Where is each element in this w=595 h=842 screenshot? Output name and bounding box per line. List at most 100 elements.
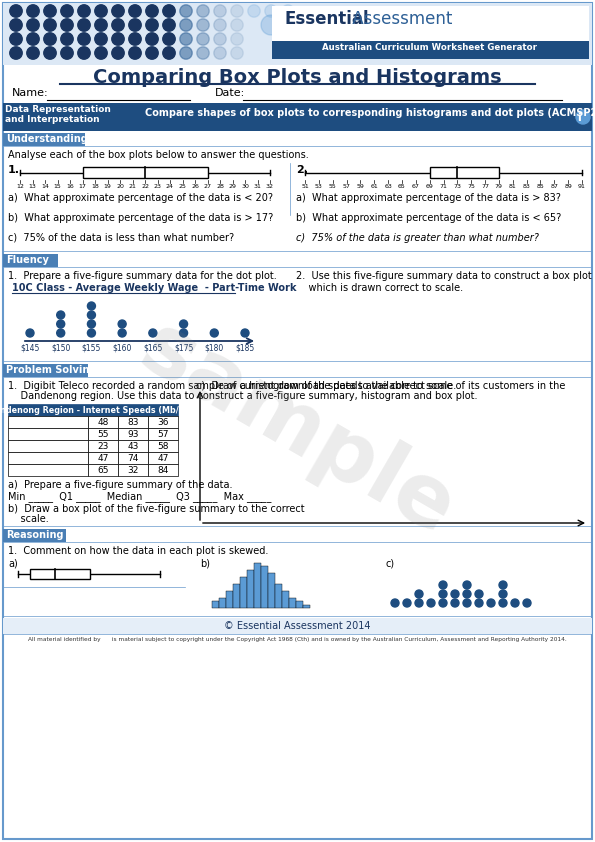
Text: $175: $175: [174, 344, 193, 353]
Circle shape: [231, 5, 243, 17]
Bar: [3, 618, 592, 634]
Text: 61: 61: [370, 184, 378, 189]
Circle shape: [241, 329, 249, 337]
Circle shape: [180, 19, 192, 31]
Bar: [272, 6, 589, 42]
Text: scale.: scale.: [8, 514, 49, 524]
Circle shape: [463, 590, 471, 598]
Circle shape: [61, 47, 73, 59]
Circle shape: [282, 5, 294, 17]
Text: $155: $155: [82, 344, 101, 353]
Text: $150: $150: [51, 344, 70, 353]
Circle shape: [248, 5, 260, 17]
Circle shape: [180, 47, 192, 59]
Circle shape: [27, 33, 39, 45]
Circle shape: [57, 329, 65, 337]
Text: Comparing Box Plots and Histograms: Comparing Box Plots and Histograms: [93, 68, 502, 87]
Text: 28: 28: [216, 184, 224, 189]
Circle shape: [499, 599, 507, 607]
Circle shape: [129, 33, 141, 45]
Circle shape: [95, 5, 107, 17]
Circle shape: [511, 599, 519, 607]
Text: 32: 32: [127, 466, 139, 475]
Circle shape: [163, 19, 175, 31]
Bar: [8, 440, 88, 452]
Circle shape: [214, 5, 226, 17]
Circle shape: [231, 33, 243, 45]
Circle shape: [95, 19, 107, 31]
Circle shape: [26, 329, 34, 337]
Circle shape: [87, 329, 95, 337]
Text: 81: 81: [509, 184, 516, 189]
Text: Reasoning: Reasoning: [6, 530, 64, 540]
Text: sample: sample: [125, 306, 469, 553]
Circle shape: [44, 33, 56, 45]
Bar: [275, 584, 282, 608]
Bar: [430, 167, 499, 178]
Bar: [3, 103, 138, 131]
Circle shape: [231, 47, 243, 59]
Text: 48: 48: [98, 418, 109, 427]
Text: c)  Draw a histogram of the data to the correct scale.: c) Draw a histogram of the data to the c…: [196, 381, 456, 391]
Bar: [118, 440, 148, 452]
Circle shape: [118, 320, 126, 328]
Bar: [3, 133, 85, 146]
Circle shape: [475, 590, 483, 598]
Text: 10C Class - Average Weekly Wage  - Part-Time Work: 10C Class - Average Weekly Wage - Part-T…: [12, 283, 296, 293]
Circle shape: [499, 590, 507, 598]
Text: 23: 23: [98, 442, 109, 451]
Text: 91: 91: [578, 184, 586, 189]
Text: Problem Solving: Problem Solving: [6, 365, 96, 375]
Bar: [148, 464, 178, 476]
Circle shape: [146, 33, 158, 45]
Text: $180: $180: [205, 344, 224, 353]
Text: 1.  Comment on how the data in each plot is skewed.: 1. Comment on how the data in each plot …: [8, 546, 268, 556]
Bar: [8, 404, 178, 416]
Circle shape: [197, 47, 209, 59]
Text: 83: 83: [127, 418, 139, 427]
Bar: [254, 562, 261, 608]
Circle shape: [265, 5, 277, 17]
Text: 57: 57: [343, 184, 350, 189]
Text: Fluency: Fluency: [6, 255, 49, 265]
Bar: [268, 573, 275, 608]
Text: © Essential Assessment 2014: © Essential Assessment 2014: [224, 621, 370, 631]
Bar: [3, 3, 592, 65]
Circle shape: [146, 5, 158, 17]
Text: 15: 15: [54, 184, 61, 189]
Text: Compare shapes of box plots to corresponding histograms and dot plots (ACMSP250): Compare shapes of box plots to correspon…: [145, 108, 595, 118]
Bar: [118, 452, 148, 464]
Bar: [233, 584, 240, 608]
Text: $165: $165: [143, 344, 162, 353]
Circle shape: [112, 47, 124, 59]
Circle shape: [523, 599, 531, 607]
Text: Dandenong region. Use this data to construct a five-figure summary, histogram an: Dandenong region. Use this data to const…: [8, 391, 478, 401]
Bar: [8, 464, 88, 476]
Circle shape: [10, 33, 22, 45]
Circle shape: [180, 33, 192, 45]
Circle shape: [463, 599, 471, 607]
Bar: [272, 41, 589, 59]
Text: 13: 13: [29, 184, 36, 189]
Text: Assessment: Assessment: [347, 10, 452, 28]
Bar: [88, 452, 118, 464]
Bar: [88, 464, 118, 476]
Text: Essential: Essential: [285, 10, 369, 28]
Text: 20: 20: [116, 184, 124, 189]
Circle shape: [451, 599, 459, 607]
Circle shape: [415, 590, 423, 598]
Text: 29: 29: [228, 184, 236, 189]
Text: 24: 24: [166, 184, 174, 189]
Bar: [138, 103, 592, 131]
Circle shape: [487, 599, 495, 607]
Circle shape: [391, 599, 399, 607]
Bar: [247, 569, 254, 608]
Circle shape: [163, 5, 175, 17]
Text: 32: 32: [266, 184, 274, 189]
Circle shape: [197, 19, 209, 31]
Text: a)  What approximate percentage of the data is < 20?: a) What approximate percentage of the da…: [8, 193, 273, 203]
Bar: [118, 416, 148, 428]
Circle shape: [44, 5, 56, 17]
Bar: [88, 416, 118, 428]
Circle shape: [180, 329, 187, 337]
